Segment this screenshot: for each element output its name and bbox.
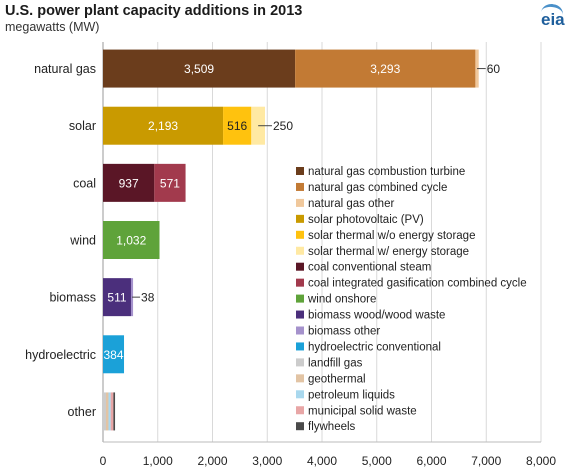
category-label: other bbox=[68, 405, 97, 419]
x-tick-label: 7,000 bbox=[471, 454, 501, 468]
data-label: 571 bbox=[160, 176, 180, 190]
legend-label: solar thermal w/ energy storage bbox=[308, 246, 469, 258]
x-tick-label: 5,000 bbox=[362, 454, 392, 468]
legend-swatch bbox=[296, 230, 304, 239]
bar-segment bbox=[103, 163, 155, 202]
x-tick-label: 6,000 bbox=[416, 454, 446, 468]
chart-title: U.S. power plant capacity additions in 2… bbox=[5, 3, 303, 19]
category-label: natural gas bbox=[34, 62, 96, 76]
legend-swatch bbox=[296, 246, 304, 255]
legend-swatch bbox=[296, 167, 304, 175]
legend-label: solar photovoltaic (PV) bbox=[308, 214, 424, 226]
x-tick-label: 1,000 bbox=[143, 454, 173, 468]
chart-subtitle: megawatts (MW) bbox=[5, 20, 100, 34]
category-label: coal bbox=[73, 176, 96, 190]
category-label: hydroelectric bbox=[25, 348, 96, 362]
data-label: 3,293 bbox=[370, 62, 400, 76]
data-label: 3,509 bbox=[184, 62, 214, 76]
legend-label: natural gas combined cycle bbox=[308, 182, 447, 194]
bar-segment bbox=[106, 392, 109, 431]
legend-swatch bbox=[296, 262, 304, 271]
data-label: 1,032 bbox=[116, 234, 146, 248]
legend-label: petroleum liquids bbox=[308, 389, 395, 401]
bar-segment bbox=[103, 221, 160, 259]
legend-label: biomass wood/wood waste bbox=[308, 310, 445, 322]
category-label: wind bbox=[69, 234, 96, 248]
legend-label: hydroelectric conventional bbox=[308, 341, 441, 353]
bar-segment bbox=[295, 49, 476, 88]
legend-label: coal integrated gasification combined cy… bbox=[308, 278, 527, 290]
legend-label: flywheels bbox=[308, 421, 356, 433]
data-label: 250 bbox=[273, 119, 293, 133]
data-label: 384 bbox=[103, 348, 123, 362]
legend-label: solar thermal w/o energy storage bbox=[308, 230, 475, 242]
x-tick-label: 2,000 bbox=[197, 454, 227, 468]
bar-segment bbox=[223, 106, 252, 145]
eia-logo: eia bbox=[539, 2, 571, 30]
bar-segment bbox=[103, 392, 107, 431]
legend-swatch bbox=[296, 214, 304, 223]
legend-swatch bbox=[296, 182, 304, 191]
legend-label: municipal solid waste bbox=[308, 405, 417, 417]
bar-segment bbox=[103, 106, 224, 145]
legend-label: natural gas other bbox=[308, 198, 394, 210]
legend-label: geothermal bbox=[308, 373, 366, 385]
legend-swatch bbox=[296, 198, 304, 207]
legend-swatch bbox=[296, 342, 304, 351]
data-label: 516 bbox=[227, 119, 247, 133]
legend-label: coal conventional steam bbox=[308, 262, 431, 274]
data-label: 38 bbox=[141, 291, 155, 305]
bar-segment bbox=[108, 392, 111, 431]
category-label: solar bbox=[69, 119, 96, 133]
legend-swatch bbox=[296, 358, 304, 367]
bar-segment bbox=[103, 49, 296, 88]
legend-label: biomass other bbox=[308, 326, 380, 338]
legend-swatch bbox=[296, 278, 304, 287]
bar-segment bbox=[154, 163, 186, 202]
legend-swatch bbox=[296, 374, 304, 383]
legend-label: landfill gas bbox=[308, 357, 363, 369]
bar-segment bbox=[110, 392, 114, 431]
category-label: biomass bbox=[49, 291, 96, 305]
bar-segment bbox=[103, 278, 131, 317]
data-label: 60 bbox=[487, 62, 501, 76]
logo-text: eia bbox=[541, 10, 565, 29]
legend-swatch bbox=[296, 422, 304, 431]
legend-swatch bbox=[296, 390, 304, 399]
data-label: 937 bbox=[119, 176, 139, 190]
bar-segment bbox=[113, 392, 116, 431]
data-label: 2,193 bbox=[148, 119, 178, 133]
x-tick-label: 0 bbox=[100, 454, 107, 468]
x-tick-label: 8,000 bbox=[526, 454, 556, 468]
legend-label: wind onshore bbox=[307, 294, 376, 306]
bar-segment bbox=[103, 335, 125, 374]
legend-swatch bbox=[296, 310, 304, 319]
legend-swatch bbox=[296, 406, 304, 415]
legend-swatch bbox=[296, 326, 304, 335]
legend-label: natural gas combustion turbine bbox=[308, 166, 465, 178]
x-tick-label: 4,000 bbox=[307, 454, 337, 468]
x-tick-label: 3,000 bbox=[252, 454, 282, 468]
legend-swatch bbox=[296, 294, 304, 303]
data-label: 511 bbox=[107, 291, 126, 305]
